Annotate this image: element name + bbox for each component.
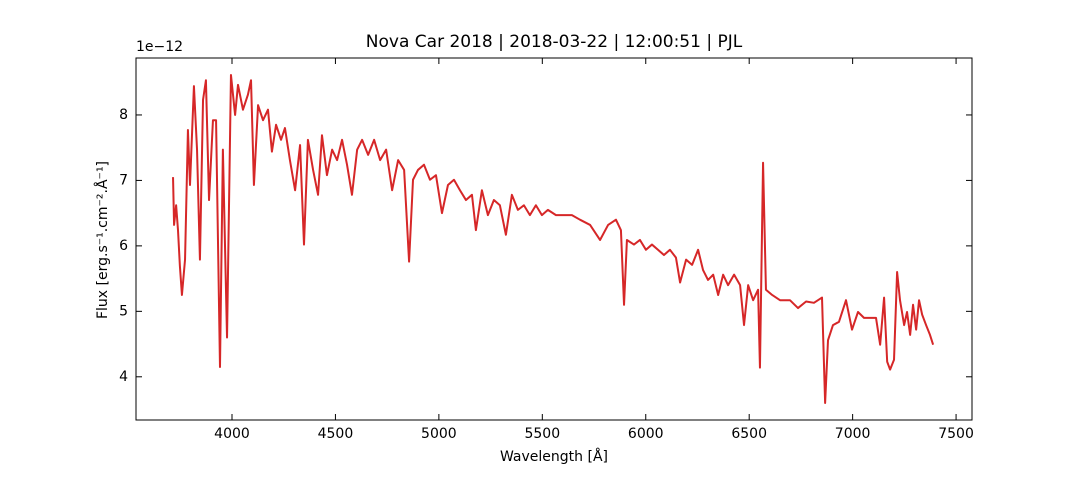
y-tick-label: 7 — [119, 172, 128, 188]
x-tick-label: 6500 — [731, 426, 767, 442]
plot-frame — [135, 57, 973, 421]
x-tick-label: 7500 — [938, 426, 974, 442]
x-tick-label: 4500 — [318, 426, 354, 442]
y-tick-label: 8 — [119, 107, 128, 123]
y-tick-label: 5 — [119, 303, 128, 319]
x-tick-label: 4000 — [214, 426, 250, 442]
y-axis-label: Flux [erg.s⁻¹.cm⁻².Å⁻¹] — [94, 161, 111, 319]
spectrum-line — [172, 74, 935, 404]
x-tick-label: 5500 — [524, 426, 560, 442]
chart-title: Nova Car 2018 | 2018-03-22 | 12:00:51 | … — [366, 32, 743, 52]
x-tick-label: 6000 — [628, 426, 664, 442]
y-tick-label: 4 — [119, 369, 128, 385]
x-tick-label: 7000 — [835, 426, 871, 442]
x-axis-label: Wavelength [Å] — [500, 448, 608, 465]
y-tick-label: 6 — [119, 238, 128, 254]
x-tick-label: 5000 — [421, 426, 457, 442]
y-offset-label: 1e−12 — [136, 39, 183, 55]
